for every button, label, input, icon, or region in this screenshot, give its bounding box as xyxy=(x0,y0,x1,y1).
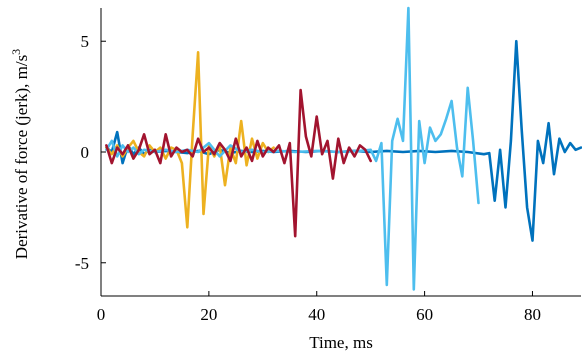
y-tick-label: 5 xyxy=(81,32,90,51)
x-tick-label: 40 xyxy=(308,305,325,324)
series-line-2 xyxy=(105,50,275,229)
y-axis-label-text: Derivative of force (jerk), m/s xyxy=(12,55,31,259)
x-tick-label: 60 xyxy=(416,305,433,324)
series-line-1 xyxy=(105,39,582,242)
y-tick-label: 0 xyxy=(81,143,90,162)
y-ticks: -5 0 5 xyxy=(75,32,106,273)
y-axis-label: Derivative of force (jerk), m/s3 xyxy=(9,49,31,259)
x-axis-label: Time, ms xyxy=(309,333,373,352)
y-axis-label-superscript: 3 xyxy=(9,49,23,55)
y-tick-label: -5 xyxy=(75,254,89,273)
x-tick-label: 80 xyxy=(524,305,541,324)
x-ticks: 0 20 40 60 80 xyxy=(97,291,541,324)
series-line-4 xyxy=(105,88,373,238)
x-tick-label: 20 xyxy=(200,305,217,324)
x-tick-label: 0 xyxy=(97,305,106,324)
series-layer xyxy=(105,6,582,291)
